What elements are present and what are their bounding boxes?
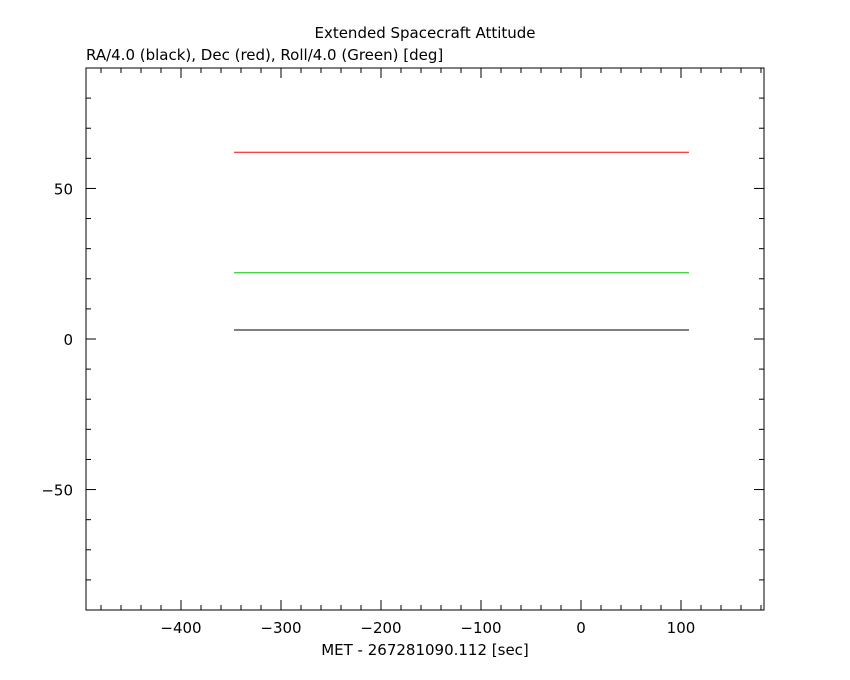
y-tick-label: 0 [63,331,73,349]
y-tick-label: 50 [54,180,73,198]
x-tick-label: −300 [260,619,301,637]
x-tick-label: −400 [160,619,201,637]
x-tick-label: 0 [576,619,586,637]
tick-labels-layer: −400 −300 −200 −100 0 100 −50 0 50 [41,180,695,637]
chart-subtitle: RA/4.0 (black), Dec (red), Roll/4.0 (Gre… [86,46,443,64]
x-axis-label: MET - 267281090.112 [sec] [321,641,529,659]
ticks-layer [86,68,764,610]
x-tick-label: −200 [360,619,401,637]
series-layer [234,151,689,331]
x-tick-label: −100 [460,619,501,637]
y-tick-label: −50 [41,482,73,500]
chart-title: Extended Spacecraft Attitude [314,24,535,42]
x-tick-label: 100 [667,619,696,637]
plot-frame [85,67,765,611]
